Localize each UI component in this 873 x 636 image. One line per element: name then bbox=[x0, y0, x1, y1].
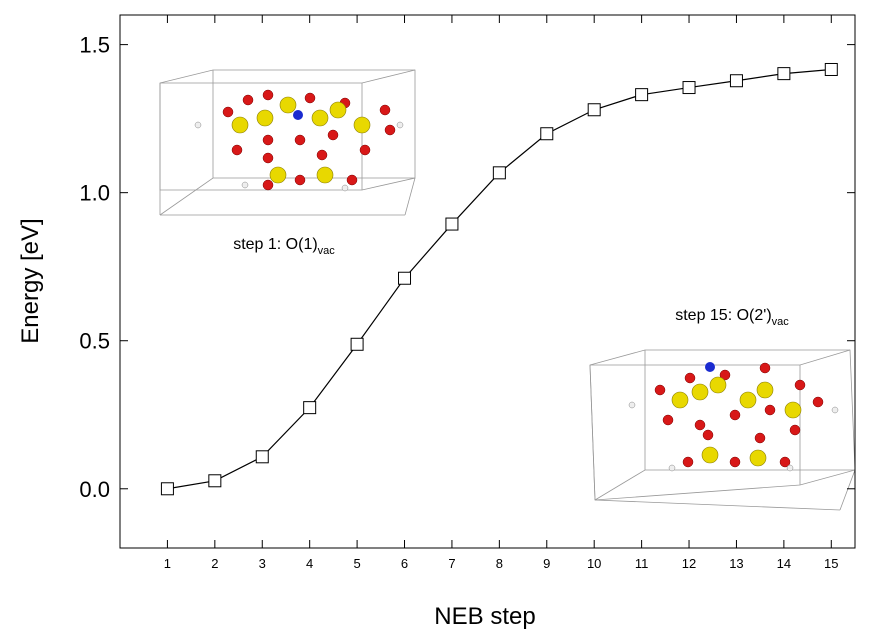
marker bbox=[493, 167, 505, 179]
x-tick-label: 11 bbox=[635, 556, 649, 571]
x-tick-label: 10 bbox=[587, 556, 601, 571]
marker bbox=[541, 128, 553, 140]
annotation: step 15: O(2')vac bbox=[675, 307, 789, 328]
y-axis-title: Energy [eV] bbox=[17, 218, 44, 343]
marker bbox=[351, 338, 363, 350]
x-tick-label: 8 bbox=[496, 556, 503, 571]
plot-frame bbox=[120, 15, 855, 548]
marker bbox=[304, 402, 316, 414]
marker bbox=[825, 63, 837, 75]
x-tick-label: 3 bbox=[259, 556, 266, 571]
marker bbox=[636, 89, 648, 101]
x-tick-label: 7 bbox=[448, 556, 455, 571]
marker bbox=[730, 75, 742, 87]
x-axis-title: NEB step bbox=[434, 603, 535, 630]
inset-structure-1 bbox=[160, 70, 415, 215]
x-tick-label: 4 bbox=[306, 556, 313, 571]
y-tick-label: 0.5 bbox=[79, 329, 110, 354]
inset-structure-2 bbox=[590, 350, 855, 510]
chart: step 1: O(1)vac step 15: O(2')vac NEB st… bbox=[0, 0, 873, 636]
y-tick-label: 1.5 bbox=[79, 33, 110, 58]
y-tick-label: 0.0 bbox=[79, 477, 110, 502]
annotation-text: step 1: O(1) bbox=[233, 236, 317, 253]
x-tick-label: 13 bbox=[729, 556, 743, 571]
marker bbox=[683, 82, 695, 94]
marker bbox=[399, 272, 411, 284]
x-tick-label: 12 bbox=[682, 556, 696, 571]
x-tick-label: 6 bbox=[401, 556, 408, 571]
x-tick-label: 1 bbox=[164, 556, 171, 571]
x-tick-label: 15 bbox=[824, 556, 838, 571]
x-tick-label: 9 bbox=[543, 556, 550, 571]
marker bbox=[161, 483, 173, 495]
annotation-subscript: vac bbox=[318, 245, 336, 257]
x-tick-label: 2 bbox=[211, 556, 218, 571]
line bbox=[167, 69, 831, 488]
x-tick-label: 14 bbox=[777, 556, 791, 571]
marker bbox=[209, 475, 221, 487]
marker bbox=[446, 218, 458, 230]
annotation-text: step 15: O(2') bbox=[675, 307, 771, 324]
annotation: step 1: O(1)vac bbox=[233, 236, 335, 257]
x-tick-label: 5 bbox=[353, 556, 360, 571]
marker bbox=[256, 451, 268, 463]
annotation-subscript: vac bbox=[772, 316, 790, 328]
y-tick-label: 1.0 bbox=[79, 181, 110, 206]
marker bbox=[588, 104, 600, 116]
marker bbox=[778, 68, 790, 80]
